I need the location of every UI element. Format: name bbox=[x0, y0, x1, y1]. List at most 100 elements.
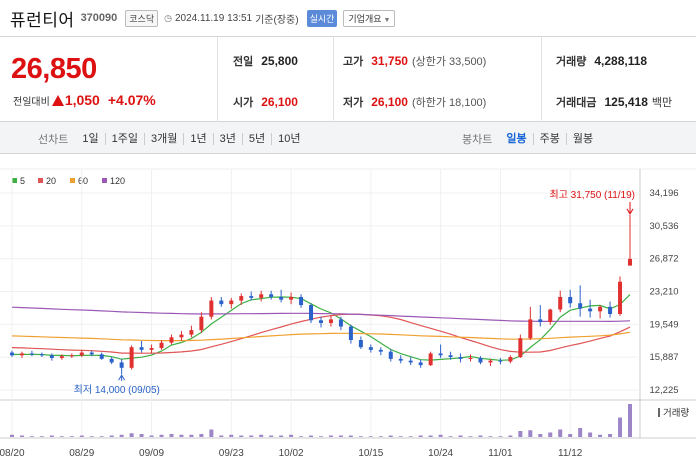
candle-body bbox=[49, 355, 54, 358]
candle-body bbox=[358, 340, 363, 348]
lower-limit-note: (하한가 18,100) bbox=[411, 97, 487, 109]
volume-label: 거래량 bbox=[556, 56, 587, 68]
volume-bar bbox=[249, 435, 254, 437]
candle-body bbox=[319, 320, 323, 323]
candle-body bbox=[508, 357, 513, 362]
max-price-annotation: 최고 31,750 (11/19) bbox=[550, 189, 636, 201]
corp-info-dropdown[interactable]: 기업개요 ▼ bbox=[343, 9, 396, 27]
candle-chart-tabs: 봉차트 일봉 주봉 월봉 bbox=[462, 131, 599, 147]
tab-line-3y[interactable]: 3년 bbox=[214, 133, 243, 145]
volume-bar bbox=[169, 434, 174, 437]
candle-body bbox=[628, 258, 632, 266]
price-tick-label: 30,536 bbox=[649, 221, 678, 232]
high-value: 31,750 bbox=[371, 54, 408, 68]
candle-body bbox=[438, 353, 443, 356]
tab-line-1y[interactable]: 1년 bbox=[184, 133, 214, 145]
live-badge[interactable]: 실시간 bbox=[306, 9, 338, 27]
candle-body bbox=[79, 352, 84, 356]
legend-label: 5 bbox=[20, 176, 25, 186]
volume-bar bbox=[299, 436, 304, 437]
volume-bar bbox=[319, 436, 323, 437]
candle-body bbox=[498, 360, 503, 362]
volume-bar bbox=[29, 436, 34, 437]
volume-bar bbox=[219, 435, 224, 437]
date-tick-label: 08/20 bbox=[0, 448, 25, 459]
candle-body bbox=[309, 305, 314, 321]
chart-grid bbox=[0, 168, 696, 439]
candle-body bbox=[538, 319, 543, 323]
candle-body bbox=[29, 353, 34, 355]
trade-value-label: 거래대금 bbox=[556, 97, 597, 109]
low-value: 26,100 bbox=[371, 95, 408, 109]
candle-body bbox=[189, 330, 194, 335]
legend-swatch bbox=[12, 178, 17, 183]
corp-info-label: 기업개요 bbox=[348, 13, 382, 24]
legend-label: 60 bbox=[78, 176, 88, 186]
candle-body bbox=[39, 354, 44, 356]
up-arrow-icon bbox=[51, 94, 64, 106]
tab-candle-daily[interactable]: 일봉 bbox=[500, 133, 534, 145]
candle-body bbox=[568, 296, 573, 304]
ma-line-5 bbox=[11, 294, 631, 361]
candle-body bbox=[338, 319, 343, 327]
date-axis: 08/20 08/29 09/09 09/23 10/02 10/15 10/24 11/01… bbox=[0, 448, 583, 459]
candle-body bbox=[19, 353, 24, 356]
volume-bar bbox=[418, 435, 423, 437]
change-amount: 1,050 bbox=[64, 92, 100, 108]
candle-body bbox=[129, 347, 134, 368]
candle-body bbox=[388, 351, 393, 359]
volume-bar bbox=[538, 434, 543, 437]
candle-body bbox=[528, 319, 533, 339]
candle-body bbox=[348, 326, 353, 341]
volume-bar bbox=[498, 436, 503, 437]
divider bbox=[333, 37, 334, 122]
tab-candle-monthly[interactable]: 월봉 bbox=[572, 133, 594, 145]
volume-bar bbox=[468, 436, 473, 437]
date-tick-label: 11/12 bbox=[558, 448, 583, 459]
volume-bar bbox=[608, 434, 613, 437]
volume-value: 4,288,118 bbox=[594, 54, 648, 68]
legend-swatch bbox=[102, 178, 107, 183]
volume-bar bbox=[508, 435, 513, 437]
date-tick-label: 10/24 bbox=[428, 448, 453, 459]
candle-body bbox=[488, 360, 493, 363]
candle-body bbox=[119, 362, 124, 368]
volume-bar bbox=[448, 436, 453, 437]
tab-candle-weekly[interactable]: 주봉 bbox=[534, 133, 567, 145]
candle-body bbox=[618, 281, 623, 315]
candle-body bbox=[548, 309, 553, 323]
volume-bar bbox=[239, 435, 244, 437]
volume-bar bbox=[428, 435, 433, 437]
volume-bar bbox=[338, 435, 343, 437]
tab-line-3m[interactable]: 3개월 bbox=[145, 133, 185, 145]
open-value: 26,100 bbox=[261, 95, 298, 109]
tab-line-10y[interactable]: 10년 bbox=[278, 133, 301, 145]
quote-panel: 26,850 전일대비 1,050 +4.07% 전일 25,800 고가 31… bbox=[0, 36, 696, 122]
market-badge: 코스닥 bbox=[125, 9, 159, 27]
legend-swatch bbox=[38, 178, 43, 183]
candlestick-chart[interactable]: 5 20 60 120 34,196 30,536 26,872 23,210 19,549 1… bbox=[0, 155, 696, 464]
candle-body bbox=[448, 355, 453, 358]
low-field: 저가 26,100 (하한가 18,100) bbox=[343, 94, 486, 110]
tab-line-5y[interactable]: 5년 bbox=[243, 133, 273, 145]
volume-bar bbox=[79, 435, 84, 437]
candle-body bbox=[299, 296, 304, 306]
candle-body bbox=[99, 354, 104, 359]
price-change: 전일대비 1,050 +4.07% bbox=[13, 92, 156, 108]
upper-limit-note: (상한가 33,500) bbox=[411, 56, 487, 68]
legend-swatch bbox=[70, 178, 75, 183]
candle-body bbox=[259, 294, 264, 298]
tab-line-1d[interactable]: 1일 bbox=[76, 133, 106, 145]
volume-bar bbox=[289, 434, 294, 437]
volume-bar bbox=[129, 433, 134, 437]
tab-line-1w[interactable]: 1주일 bbox=[106, 133, 145, 145]
candle-body bbox=[239, 296, 244, 301]
volume-bar bbox=[99, 436, 104, 437]
current-price-box: 26,850 전일대비 1,050 +4.07% bbox=[0, 37, 218, 122]
line-chart-header: 선차트 bbox=[38, 134, 69, 146]
volume-bar bbox=[388, 435, 393, 437]
min-arrow-head bbox=[118, 374, 126, 381]
legend-label: 120 bbox=[110, 176, 125, 186]
candle-body bbox=[69, 355, 74, 357]
volume-bar bbox=[229, 434, 234, 437]
